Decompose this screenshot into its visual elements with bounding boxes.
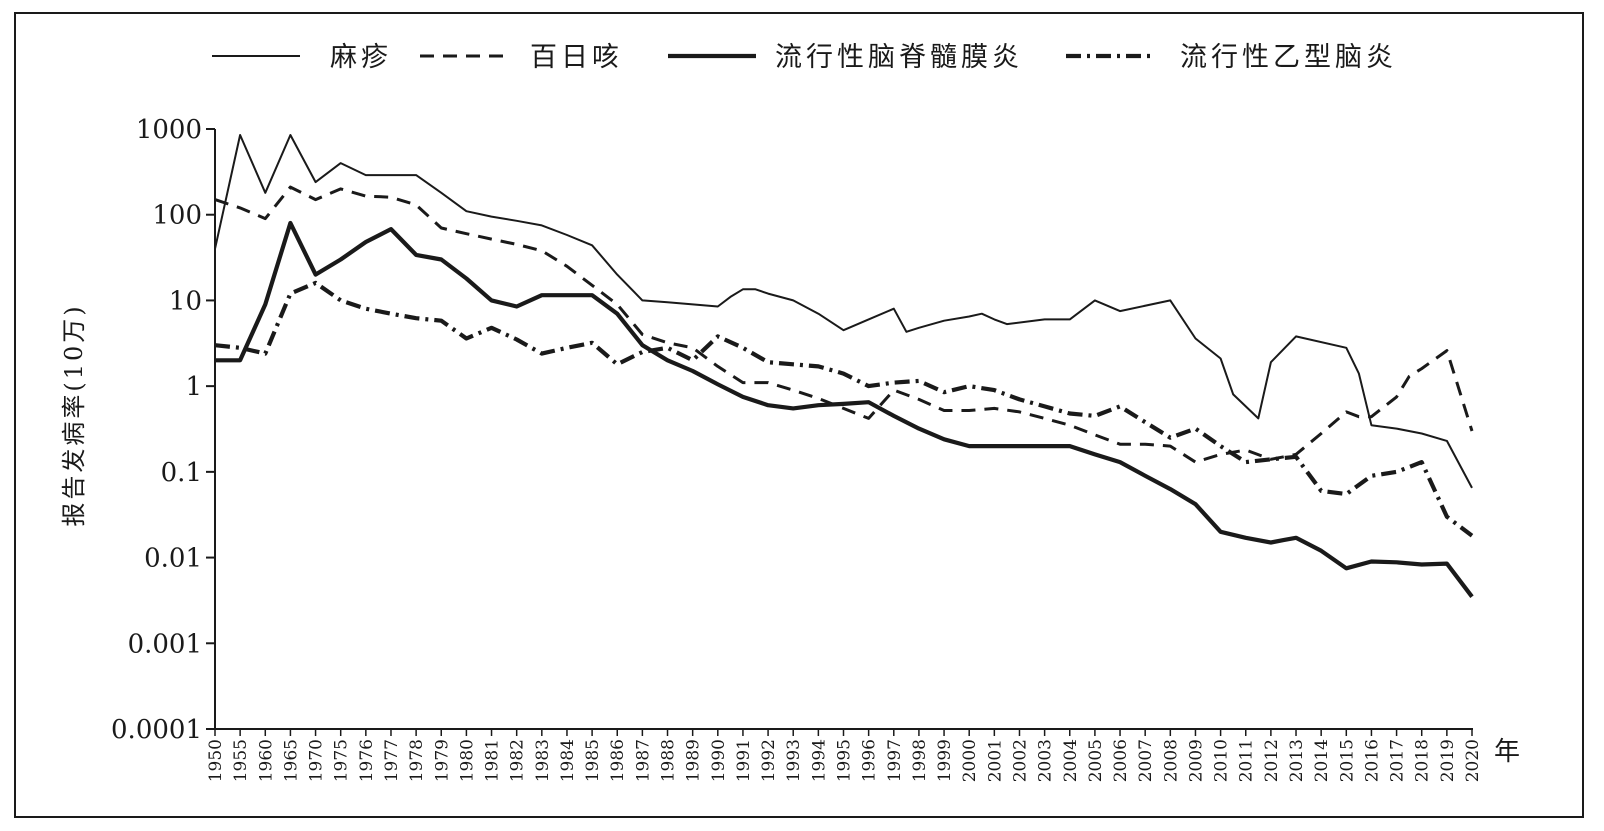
x-tick-label: 1984 [558, 739, 578, 782]
x-tick-label: 2001 [985, 739, 1005, 782]
x-axis-unit-label: 年 [1494, 737, 1520, 767]
x-tick-label: 1986 [608, 739, 628, 782]
y-tick-label: 0.01 [144, 544, 202, 574]
x-tick-label: 2016 [1362, 739, 1382, 782]
y-tick-label: 0.1 [161, 458, 202, 488]
series-line-dashed [214, 185, 1474, 464]
x-tick-label: 1982 [508, 739, 528, 782]
x-tick-label: 2017 [1388, 739, 1408, 782]
y-tick-label: 1 [185, 372, 202, 402]
x-tick-label: 2000 [960, 739, 980, 782]
x-tick-label: 1979 [432, 739, 452, 782]
series-line-dash-dot [214, 280, 1474, 538]
x-tick-label: 2011 [1237, 739, 1257, 782]
x-tick-label: 2020 [1463, 739, 1483, 782]
x-tick-label: 2004 [1061, 739, 1081, 782]
y-axis-label: 报告发病率(10万) [60, 303, 88, 526]
chart-frame [14, 12, 1584, 818]
x-tick-label: 2018 [1413, 739, 1433, 782]
legend: 麻疹 百日咳 流行性脑脊髓膜炎 流行性乙型脑炎 [212, 42, 1397, 73]
x-tick-label: 1993 [784, 739, 804, 782]
x-tick-label: 1976 [357, 739, 377, 782]
x-tick-label: 2007 [1136, 739, 1156, 782]
y-ticks: 0.0001 0.001 0.01 0.1 1 10 100 1000 [111, 115, 215, 745]
x-tick-label: 2008 [1161, 739, 1181, 782]
x-tick-label: 1965 [281, 739, 301, 782]
y-tick-label: 0.001 [128, 629, 202, 659]
x-tick-label: 2002 [1010, 739, 1030, 782]
y-tick-label: 100 [152, 201, 202, 231]
x-tick-label: 1985 [583, 739, 603, 782]
legend-label: 百日咳 [530, 42, 623, 73]
x-tick-label: 1998 [910, 739, 930, 782]
x-tick-label: 1991 [734, 739, 754, 782]
x-tick-label: 1970 [307, 739, 327, 782]
x-tick-label: 1997 [885, 739, 905, 782]
series-layer [214, 134, 1474, 598]
x-ticks: 1950 1955 1960 1965 1970 1975 1976 1977 1978 1979… [206, 729, 1483, 782]
x-tick-label: 2014 [1312, 739, 1332, 782]
x-tick-label: 2005 [1086, 739, 1106, 782]
x-tick-label: 2009 [1186, 739, 1206, 782]
x-tick-label: 2003 [1036, 739, 1056, 782]
y-tick-label: 1000 [136, 115, 202, 145]
x-tick-label: 2015 [1337, 739, 1357, 782]
axes [214, 129, 1473, 730]
legend-label: 流行性脑脊髓膜炎 [775, 42, 1023, 73]
x-tick-label: 1955 [231, 739, 251, 782]
x-tick-label: 2019 [1438, 739, 1458, 782]
series-line-thick-solid [215, 220, 1474, 598]
x-tick-label: 1994 [809, 739, 829, 782]
x-tick-label: 2013 [1287, 739, 1307, 782]
legend-label: 流行性乙型脑炎 [1180, 42, 1397, 73]
x-tick-label: 1992 [759, 739, 779, 782]
x-tick-label: 1983 [533, 739, 553, 782]
x-tick-label: 1996 [860, 739, 880, 782]
x-tick-label: 1981 [483, 739, 503, 782]
x-tick-label: 1977 [382, 739, 402, 782]
x-tick-label: 1987 [633, 739, 653, 782]
y-tick-label: 0.0001 [111, 715, 202, 745]
x-tick-label: 1995 [835, 739, 855, 782]
x-tick-label: 1980 [457, 739, 477, 782]
x-tick-label: 2010 [1212, 739, 1232, 782]
x-tick-label: 1960 [256, 739, 276, 782]
legend-label: 麻疹 [330, 42, 392, 73]
x-tick-label: 1950 [206, 739, 226, 782]
x-tick-label: 1999 [935, 739, 955, 782]
series-line-thin-solid [214, 134, 1473, 489]
y-tick-label: 10 [169, 286, 202, 316]
x-tick-label: 2006 [1111, 739, 1131, 782]
x-tick-label: 1990 [709, 739, 729, 782]
x-tick-label: 1988 [659, 739, 679, 782]
x-tick-label: 1978 [407, 739, 427, 782]
x-tick-label: 1975 [332, 739, 352, 782]
x-tick-label: 1989 [684, 739, 704, 782]
x-tick-label: 2012 [1262, 739, 1282, 782]
